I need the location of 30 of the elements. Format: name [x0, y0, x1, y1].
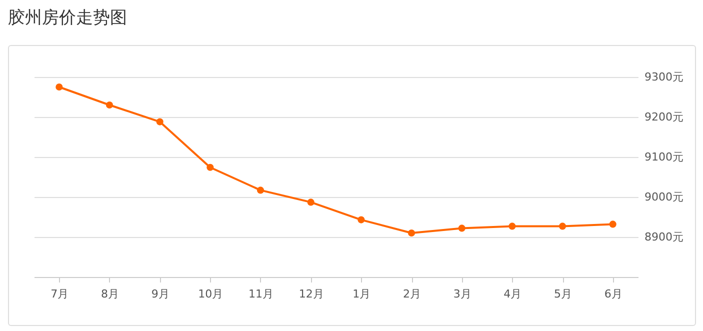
y-tick-label: 8900元 — [644, 230, 684, 244]
x-tick-label: 9月 — [151, 288, 170, 300]
x-tick-label: 6月 — [604, 288, 622, 300]
x-tick-label: 3月 — [453, 288, 472, 300]
x-tick-label: 5月 — [554, 288, 572, 300]
point — [508, 222, 516, 230]
x-tick-label: 11月 — [248, 288, 274, 300]
y-tick-label: 9200元 — [644, 110, 684, 124]
y-tick-label: 9100元 — [644, 150, 684, 164]
y-tick-label: 9000元 — [644, 190, 684, 204]
point — [56, 83, 63, 91]
x-tick-label: 12月 — [298, 288, 324, 300]
x-tick-label: 8月 — [101, 288, 119, 300]
x-tick-label: 10月 — [198, 288, 224, 300]
point — [106, 101, 114, 109]
point — [558, 222, 566, 230]
x-tick-label: 2月 — [403, 288, 421, 300]
x-tick-label: 7月 — [50, 288, 69, 300]
point — [609, 220, 616, 228]
x-tick-label: 1月 — [352, 288, 371, 300]
point — [156, 118, 164, 126]
x-tick-label: 4月 — [504, 288, 522, 300]
chart-title: 胶州房价走势图 — [8, 7, 127, 29]
point — [256, 186, 264, 194]
y-tick-label: 9300元 — [644, 70, 684, 84]
point — [307, 198, 314, 206]
point — [458, 224, 466, 232]
point — [408, 229, 416, 237]
point — [358, 216, 365, 224]
point — [206, 164, 214, 171]
